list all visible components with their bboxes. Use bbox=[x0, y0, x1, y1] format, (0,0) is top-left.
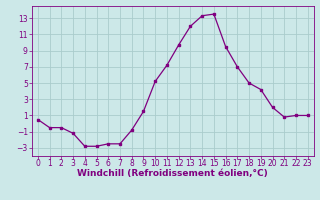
X-axis label: Windchill (Refroidissement éolien,°C): Windchill (Refroidissement éolien,°C) bbox=[77, 169, 268, 178]
